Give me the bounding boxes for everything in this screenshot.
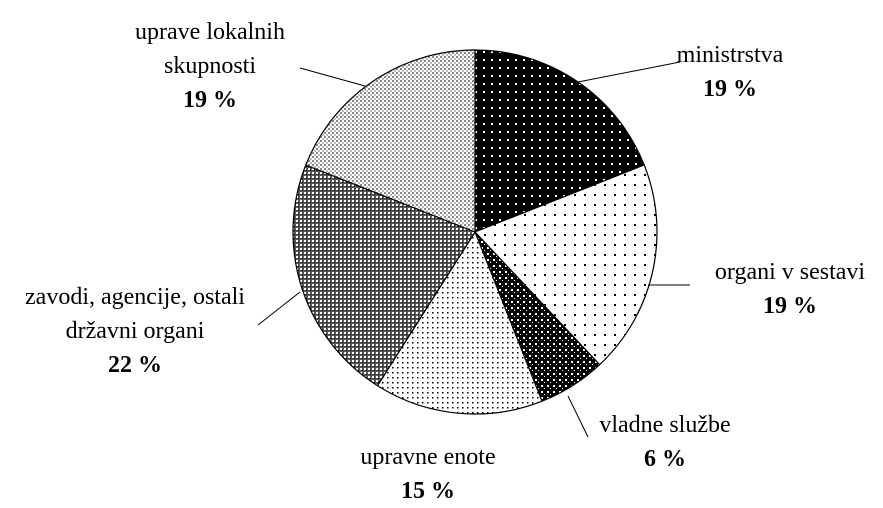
value-label: 19 % xyxy=(763,293,817,319)
slice-label: zavodi, agencije, ostali državni organi 2… xyxy=(5,280,265,382)
pie-slice xyxy=(376,230,543,415)
value-label: 6 % xyxy=(644,446,686,472)
slice-label: ministrstva 19 % xyxy=(650,38,810,106)
leader-line xyxy=(257,291,301,326)
value-label: 19 % xyxy=(183,87,237,113)
category-label: vladne službe xyxy=(599,412,731,438)
category-label: upravne enote xyxy=(360,444,496,470)
slices xyxy=(292,49,658,415)
pie-slice xyxy=(305,49,476,233)
slice-label: organi v sestavi 19 % xyxy=(680,255,883,323)
leader-line xyxy=(567,395,589,438)
value-label: 15 % xyxy=(401,478,455,504)
slice-label: upravne enote 15 % xyxy=(318,440,538,508)
category-label: organi v sestavi xyxy=(714,259,866,285)
slice-label: vladne službe 6 % xyxy=(565,408,765,476)
category-label: zavodi, agencije, ostali državni organi xyxy=(25,284,245,344)
slice-label: uprave lokalnih skupnosti 19 % xyxy=(100,15,320,117)
leader-lines xyxy=(257,61,690,438)
pie-slice xyxy=(473,164,658,366)
category-label: ministrstva xyxy=(676,42,784,68)
pie-slice xyxy=(292,164,476,387)
value-label: 22 % xyxy=(108,352,162,378)
pie-slice xyxy=(474,49,645,233)
category-label: uprave lokalnih skupnosti xyxy=(135,19,285,79)
chart: ministrstva 19 % organi v sestavi 19 % vladn… xyxy=(5,15,883,504)
leader-line xyxy=(299,67,366,87)
pie-svg xyxy=(257,49,690,438)
leader-line xyxy=(577,61,681,83)
value-label: 19 % xyxy=(703,76,757,102)
